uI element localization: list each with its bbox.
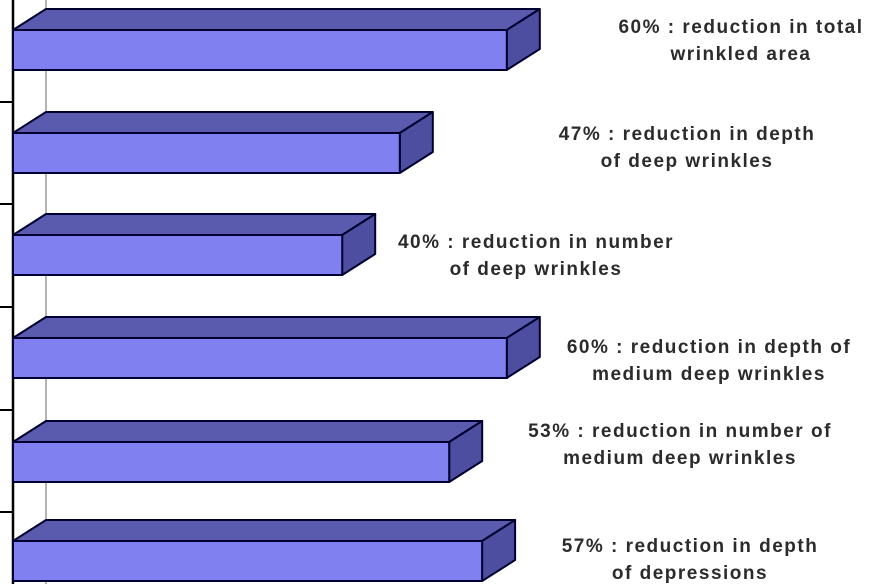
bar-annotation-number-deep-wrinkles: 40% : reduction in number of deep wrinkl… (397, 232, 675, 280)
bar-2-front-face (12, 132, 401, 174)
bar-3-top-face (12, 213, 377, 236)
bar-annotation-total-wrinkled-area: 60% : reduction in total wrinkled area (618, 17, 864, 65)
bar-5-top-face (12, 420, 484, 443)
bar-4-top-face (12, 316, 541, 339)
bar-annotation-depth-depressions: 57% : reduction in depth of depressions (561, 536, 819, 584)
bar-6-front-face (12, 540, 484, 582)
bar-6-top-face (12, 519, 517, 542)
bar-2-top-face (12, 111, 434, 134)
bar-1-front-face (12, 29, 508, 71)
bar-annotation-number-medium-deep-wrinkles: 53% : reduction in number of medium deep… (528, 421, 832, 469)
bar-1-top-face (12, 8, 541, 31)
bar-5-front-face (12, 441, 451, 483)
bar-annotation-depth-medium-deep-wrinkles: 60% : reduction in depth of medium deep … (566, 337, 852, 385)
bar-3-front-face (12, 234, 344, 276)
bar-annotation-depth-deep-wrinkles: 47% : reduction in depth of deep wrinkle… (558, 124, 816, 172)
bar-4-front-face (12, 337, 508, 379)
